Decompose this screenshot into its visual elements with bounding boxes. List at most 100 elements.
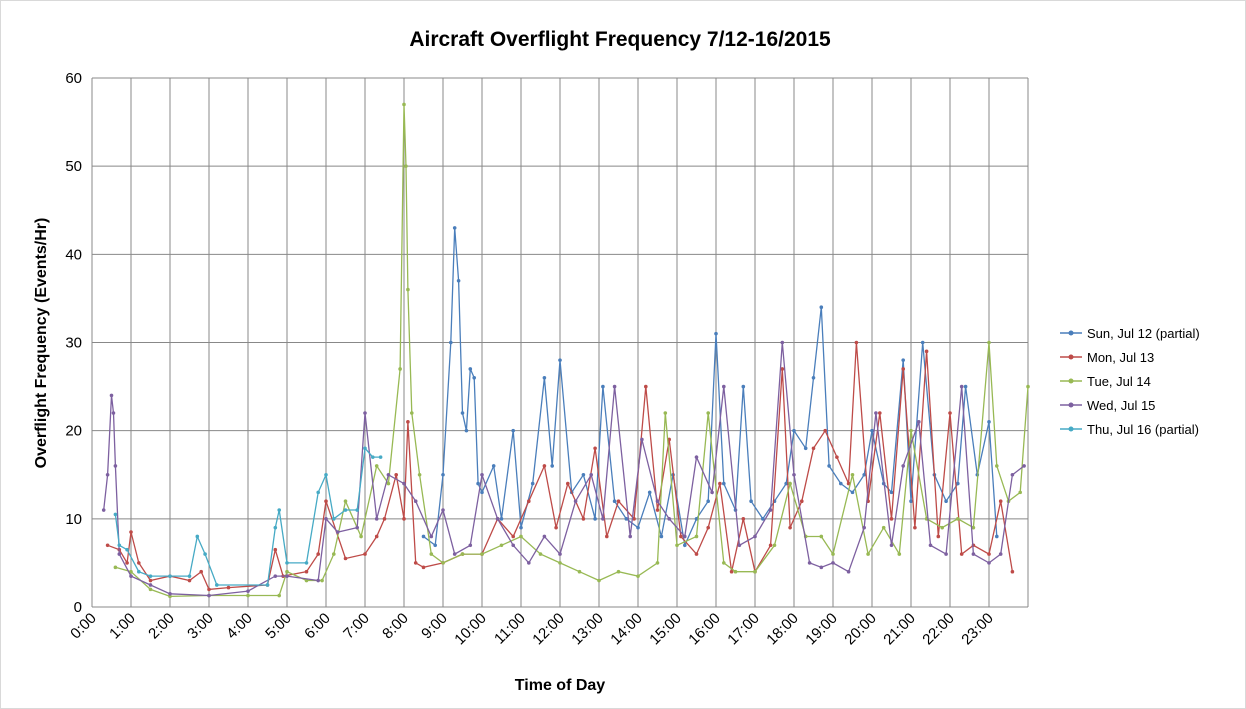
- data-point: [304, 561, 309, 565]
- data-point: [987, 552, 991, 556]
- data-point: [733, 569, 738, 574]
- series-line: [107, 342, 1014, 591]
- data-point: [995, 464, 999, 468]
- data-point: [273, 547, 278, 552]
- y-axis-label: Overflight Frequency (Events/Hr): [33, 218, 50, 469]
- data-point: [441, 472, 445, 477]
- data-point: [601, 384, 605, 389]
- data-point: [386, 481, 391, 486]
- data-point: [577, 569, 582, 574]
- data-point: [948, 411, 952, 415]
- data-point: [421, 565, 426, 570]
- data-point: [956, 481, 960, 486]
- data-point: [460, 552, 465, 556]
- data-point: [944, 499, 948, 504]
- data-point: [148, 583, 153, 587]
- data-point: [694, 455, 699, 459]
- data-point: [928, 543, 933, 548]
- data-point: [987, 561, 991, 565]
- legend-marker: [1068, 330, 1074, 336]
- y-tick-label: 60: [65, 70, 82, 87]
- data-point: [207, 593, 211, 598]
- data-point: [788, 481, 792, 486]
- data-point: [612, 499, 617, 504]
- data-point: [597, 578, 601, 583]
- data-point: [129, 569, 133, 574]
- data-point: [452, 552, 457, 556]
- data-point: [495, 517, 500, 521]
- data-point: [527, 499, 531, 504]
- data-point: [741, 384, 746, 389]
- data-point: [148, 578, 153, 583]
- data-point: [550, 464, 554, 468]
- data-point: [410, 411, 414, 415]
- data-point: [468, 543, 473, 548]
- data-point: [355, 508, 360, 512]
- data-point: [1010, 472, 1015, 477]
- data-point: [889, 517, 894, 521]
- data-point: [363, 446, 367, 451]
- data-point: [901, 464, 905, 468]
- data-point: [706, 411, 710, 415]
- data-point: [374, 517, 379, 521]
- data-point: [324, 499, 328, 504]
- data-point: [772, 543, 777, 548]
- data-point: [589, 472, 593, 477]
- data-point: [874, 411, 878, 415]
- data-point: [581, 472, 586, 477]
- data-point: [285, 561, 289, 565]
- data-point: [125, 561, 129, 565]
- data-point: [464, 428, 469, 433]
- data-point: [558, 561, 562, 565]
- data-point: [433, 543, 438, 548]
- data-point: [187, 574, 192, 578]
- data-point: [663, 411, 668, 415]
- data-point: [285, 569, 289, 574]
- data-point: [111, 411, 116, 415]
- data-point: [862, 525, 866, 530]
- data-point: [1010, 569, 1015, 574]
- data-point: [675, 543, 679, 548]
- data-point: [511, 428, 515, 433]
- data-point: [909, 499, 913, 504]
- data-point: [944, 552, 948, 556]
- data-point: [749, 499, 753, 504]
- data-point: [187, 578, 192, 583]
- data-point: [761, 517, 765, 521]
- y-tick-label: 30: [65, 335, 82, 352]
- data-point: [316, 552, 321, 556]
- data-point: [846, 569, 851, 574]
- data-point: [718, 481, 722, 486]
- data-point: [413, 561, 418, 565]
- legend-marker: [1068, 378, 1074, 384]
- data-point: [519, 534, 523, 539]
- data-point: [413, 499, 418, 504]
- data-point: [714, 331, 718, 336]
- data-point: [694, 534, 699, 539]
- data-point: [753, 569, 757, 574]
- data-point: [148, 574, 153, 578]
- data-point: [499, 543, 504, 548]
- data-point: [819, 534, 824, 539]
- data-point: [803, 446, 808, 451]
- data-point: [452, 226, 457, 230]
- data-point: [460, 411, 465, 415]
- legend-label: Tue, Jul 14: [1087, 374, 1151, 389]
- data-point: [819, 305, 824, 310]
- data-point: [480, 552, 484, 556]
- legend-marker: [1068, 354, 1074, 360]
- data-point: [722, 384, 726, 389]
- data-point: [417, 472, 422, 477]
- data-point: [811, 446, 816, 451]
- data-point: [324, 472, 328, 477]
- data-point: [273, 525, 278, 530]
- data-point: [889, 543, 894, 548]
- data-point: [854, 340, 859, 345]
- data-point: [850, 472, 855, 477]
- data-point: [125, 547, 129, 552]
- data-point: [542, 534, 547, 539]
- y-tick-label: 10: [65, 511, 82, 528]
- data-point: [402, 481, 406, 486]
- data-point: [659, 534, 664, 539]
